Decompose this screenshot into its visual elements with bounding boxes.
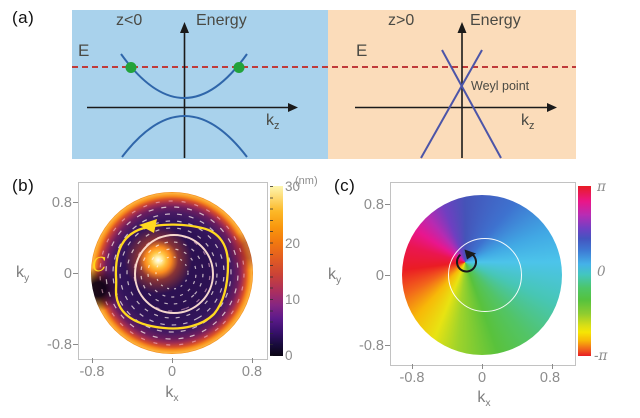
c-ytick-mark — [385, 204, 390, 205]
integration-contour-svg — [114, 219, 230, 330]
region-condition-right: z>0 — [388, 12, 415, 29]
kz-label-left: kz — [266, 112, 280, 133]
state-dot-right — [233, 62, 245, 73]
b-ytick-label: 0.8 — [51, 195, 72, 211]
b-ytick-label: -0.8 — [47, 337, 72, 353]
c-xtick-label: 0.8 — [539, 370, 561, 386]
c-xtick-label: -0.8 — [399, 370, 425, 386]
b-colorbar-tick-label: 30 — [285, 179, 301, 194]
b-xtick-mark — [92, 358, 93, 363]
energy-level-dashed-line — [72, 66, 576, 68]
b-xtick-label: 0.8 — [241, 364, 263, 380]
left-axes — [87, 30, 289, 158]
b-xtick-mark — [172, 358, 173, 363]
b-colorbar-tick-label: 0 — [285, 348, 293, 363]
c-colorbar — [578, 186, 591, 356]
kz-label-right: kz — [521, 112, 535, 133]
c-colorbar-tick-label: 0 — [597, 264, 606, 280]
b-ytick-mark — [73, 273, 78, 274]
c-xtick-label: 0 — [477, 370, 487, 386]
e-label-left: E — [78, 41, 90, 60]
b-colorbar-ticks — [270, 186, 273, 356]
upper-band-curve — [120, 53, 248, 99]
c-ytick-label: 0 — [375, 268, 384, 284]
b-xlabel: kx — [165, 384, 179, 405]
contour-c-label: C — [90, 253, 109, 277]
b-xtick-label: -0.8 — [79, 364, 105, 380]
lower-band-curve — [121, 115, 248, 158]
c-colorbar-tick-label: -π — [594, 348, 608, 364]
panel-a-label: (a) — [12, 8, 35, 27]
panel-c-label: (c) — [334, 176, 356, 195]
b-ytick-label: 0 — [63, 266, 72, 282]
panel-a-right-region — [328, 10, 576, 159]
reference-circle-b — [134, 234, 214, 314]
e-label-right: E — [356, 41, 368, 60]
c-xtick-mark — [482, 364, 483, 369]
c-xtick-mark — [552, 364, 553, 369]
right-energy-axis-arrow — [457, 22, 467, 33]
contour-direction-arrow — [139, 219, 157, 233]
c-ytick-mark — [385, 275, 390, 276]
b-ylabel: ky — [16, 264, 30, 285]
reference-circle-c — [448, 238, 522, 312]
panel-a-left-region — [72, 10, 328, 159]
c-ytick-label: 0.8 — [363, 197, 384, 213]
c-xtick-mark — [412, 364, 413, 369]
weyl-point-label: Weyl point — [471, 79, 530, 93]
b-colorbar-tick-label: 20 — [285, 236, 301, 251]
right-kz-axis-arrow — [547, 103, 557, 112]
region-condition-left: z<0 — [116, 12, 143, 29]
panel-a-diagram-svg — [87, 22, 557, 159]
phase-winding-arrow — [456, 249, 477, 273]
b-colorbar — [270, 186, 283, 356]
state-dot-left — [125, 62, 137, 73]
energy-label-right: Energy — [470, 12, 521, 29]
right-axes — [355, 30, 548, 158]
c-colorbar-tick-label: π — [597, 179, 606, 195]
c-ylabel: ky — [328, 266, 342, 287]
b-colorbar-tick-label: 10 — [285, 292, 301, 307]
left-energy-axis-arrow — [180, 22, 189, 33]
contour-path — [114, 223, 230, 330]
c-ytick-mark — [385, 345, 390, 346]
b-xtick-label: 0 — [167, 364, 177, 380]
b-ytick-mark — [73, 202, 78, 203]
left-kz-axis-arrow — [288, 103, 298, 112]
b-ytick-mark — [73, 344, 78, 345]
b-xtick-mark — [252, 358, 253, 363]
weyl-cone-lines — [420, 49, 502, 159]
energy-label-left: Energy — [196, 12, 247, 29]
b-colorbar-unit: (nm) — [295, 175, 318, 187]
panel-b-label: (b) — [12, 176, 35, 195]
c-xlabel: kx — [477, 389, 491, 410]
c-ytick-label: -0.8 — [359, 338, 384, 354]
